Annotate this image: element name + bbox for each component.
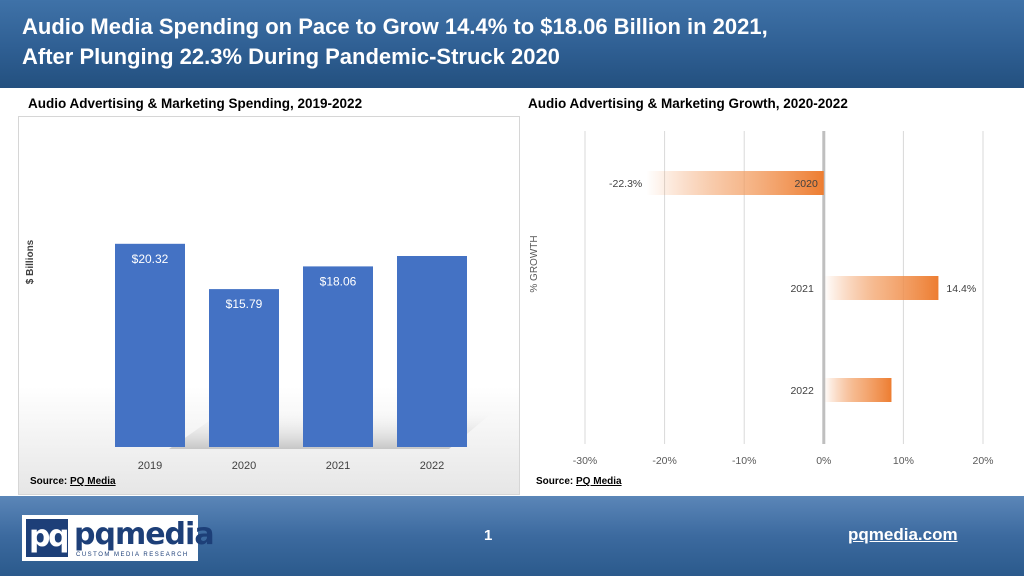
right-source-link[interactable]: PQ Media <box>576 476 622 487</box>
x-tick-label: 2020 <box>232 460 256 472</box>
right-source-note: Source: PQ Media <box>536 476 622 487</box>
x-tick-label: 10% <box>893 455 914 467</box>
category-label: 2021 <box>790 283 814 295</box>
x-tick-label: 20% <box>972 455 993 467</box>
growth-axis-label: % GROWTH <box>529 235 540 292</box>
category-label: 2020 <box>794 178 818 190</box>
page-number: 1 <box>484 527 493 544</box>
x-tick-label: 2021 <box>326 460 350 472</box>
x-tick-label: -30% <box>573 455 598 467</box>
logo-letter-p: p <box>29 519 51 554</box>
left-source-prefix: Source: <box>30 476 68 487</box>
bar-2020 <box>209 289 279 447</box>
logo-wordmark: pqmedia <box>74 517 215 552</box>
bar-2021 <box>303 266 373 447</box>
y-axis-label: $ Billions <box>25 239 36 284</box>
slide-title-line-2: After Plunging 22.3% During Pandemic-Str… <box>22 44 560 69</box>
pq-logo-mark: p q <box>26 519 70 557</box>
logo-letter-q: q <box>48 519 70 554</box>
spending-chart-panel: $ Billions $20.32 2019 $15.79 2020 $18.06 202… <box>18 116 520 495</box>
slide-header: Audio Media Spending on Pace to Grow 14.… <box>0 0 1024 88</box>
bar-value-label: $15.79 <box>226 297 263 311</box>
left-source-note: Source: PQ Media <box>30 476 116 487</box>
bar-value-label: $18.06 <box>320 274 357 288</box>
growth-value-label: -22.3% <box>609 178 642 190</box>
logo-tagline: CUSTOM MEDIA RESEARCH <box>76 552 189 558</box>
growth-chart-panel: % GROWTH -30% -20% -10% 0% 10% 20% 2020 -22.3%… <box>523 116 1010 493</box>
growth-bar-chart: % GROWTH -30% -20% -10% 0% 10% 20% 2020 -22.3%… <box>529 131 994 467</box>
left-source-link[interactable]: PQ Media <box>70 476 116 487</box>
x-tick-label: -10% <box>732 455 757 467</box>
x-tick-label: 2022 <box>420 460 444 472</box>
bar-value-label: $20.32 <box>132 252 169 266</box>
growth-value-label: 14.4% <box>946 283 976 295</box>
right-chart-title: Audio Advertising & Marketing Growth, 20… <box>528 96 848 111</box>
website-link[interactable]: pqmedia.com <box>848 525 958 544</box>
left-chart-title: Audio Advertising & Marketing Spending, … <box>28 96 363 111</box>
slide-title-line-1: Audio Media Spending on Pace to Grow 14.… <box>22 14 768 39</box>
growth-bar-2020 <box>646 171 824 195</box>
category-label: 2022 <box>790 385 814 397</box>
x-tick-label: -20% <box>652 455 677 467</box>
growth-bar-2022 <box>823 378 892 402</box>
right-source-prefix: Source: <box>536 476 574 487</box>
x-tick-label: 0% <box>816 455 831 467</box>
growth-bar-2021 <box>823 276 939 300</box>
bar-2019 <box>115 243 185 447</box>
pqmedia-logo[interactable]: p q pqmedia CUSTOM MEDIA RESEARCH <box>22 515 215 561</box>
spending-bar-chart: $ Billions $20.32 2019 $15.79 2020 $18.06 202… <box>19 239 519 494</box>
bar-2022 <box>397 256 467 447</box>
x-tick-label: 2019 <box>138 460 162 472</box>
